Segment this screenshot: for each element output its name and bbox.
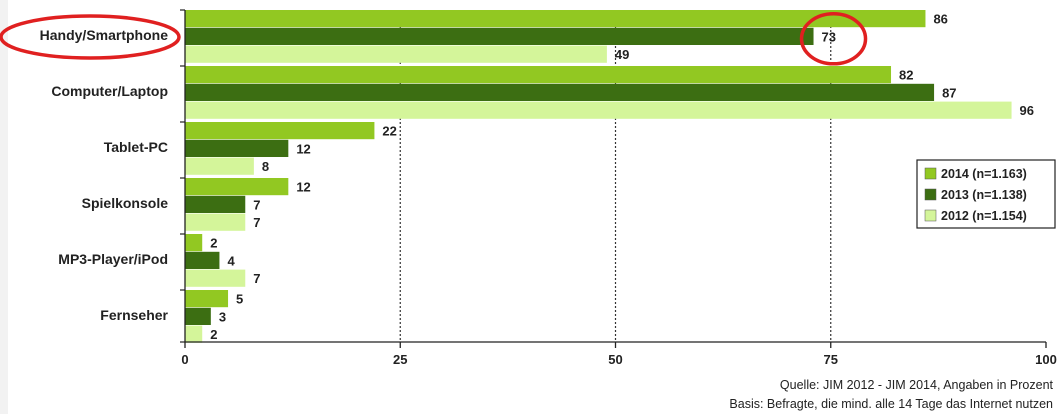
x-tick-label: 75 (824, 352, 838, 367)
legend-box (916, 159, 1056, 229)
value-label: 7 (253, 197, 260, 212)
bar (185, 213, 246, 231)
category-label: Handy/Smartphone (40, 27, 169, 43)
category-label: Spielkonsole (82, 195, 169, 211)
value-label: 7 (253, 215, 260, 230)
legend: 2014 (n=1.163) 2013 (n=1.138) 2012 (n=1.15… (916, 159, 1056, 229)
label-layer: Handy/Smartphone867349Computer/Laptop828… (40, 12, 1034, 343)
footer-source: Quelle: JIM 2012 - JIM 2014, Angaben in … (780, 378, 1054, 392)
x-tick-label: 100 (1035, 352, 1057, 367)
value-label: 86 (933, 12, 947, 27)
value-label: 12 (296, 180, 310, 195)
bar-layer (185, 10, 1012, 343)
bar (185, 290, 229, 308)
bar (185, 83, 935, 101)
bar (185, 66, 892, 84)
legend-swatch (924, 167, 937, 180)
annotation-layer (0, 12, 868, 66)
legend-label: 2013 (n=1.138) (941, 188, 1027, 202)
footer-basis: Basis: Befragte, die mind. alle 14 Tage … (729, 397, 1053, 411)
bar (185, 195, 246, 213)
bar (185, 122, 375, 140)
bar (185, 251, 220, 269)
value-label: 4 (227, 253, 235, 268)
bar (185, 139, 289, 157)
bar (185, 178, 289, 196)
value-label: 96 (1020, 103, 1034, 118)
bar (185, 101, 1012, 119)
bar (185, 269, 246, 287)
value-label: 5 (236, 292, 243, 307)
legend-label: 2014 (n=1.163) (941, 167, 1027, 181)
bar (185, 27, 814, 45)
highlight-ellipse-value (799, 12, 868, 66)
value-label: 87 (942, 85, 956, 100)
value-label: 49 (615, 47, 629, 62)
axis-layer: 0 25 50 75 100 (180, 9, 1057, 367)
value-label: 3 (219, 309, 226, 324)
category-label: Computer/Laptop (51, 83, 168, 99)
x-tick-label: 50 (608, 352, 622, 367)
bar (185, 325, 203, 343)
category-label: MP3-Player/iPod (58, 251, 168, 267)
highlight-ellipse-category (0, 14, 181, 60)
category-label: Fernseher (100, 307, 168, 323)
bar (185, 307, 211, 325)
x-tick-label: 25 (393, 352, 407, 367)
value-label: 8 (262, 159, 269, 174)
value-label: 22 (382, 124, 396, 139)
value-label: 2 (210, 327, 217, 342)
category-label: Tablet-PC (104, 139, 168, 155)
value-label: 12 (296, 141, 310, 156)
value-label: 82 (899, 68, 913, 83)
value-label: 7 (253, 271, 260, 286)
value-label: 73 (822, 29, 836, 44)
bar (185, 157, 254, 175)
legend-swatch (924, 188, 937, 201)
legend-swatch (924, 209, 937, 222)
bar (185, 10, 926, 28)
bar (185, 234, 203, 252)
bar (185, 45, 607, 63)
grid-layer (399, 10, 832, 342)
x-tick-label: 0 (181, 352, 188, 367)
value-label: 2 (210, 236, 217, 251)
legend-label: 2012 (n=1.154) (941, 209, 1027, 223)
